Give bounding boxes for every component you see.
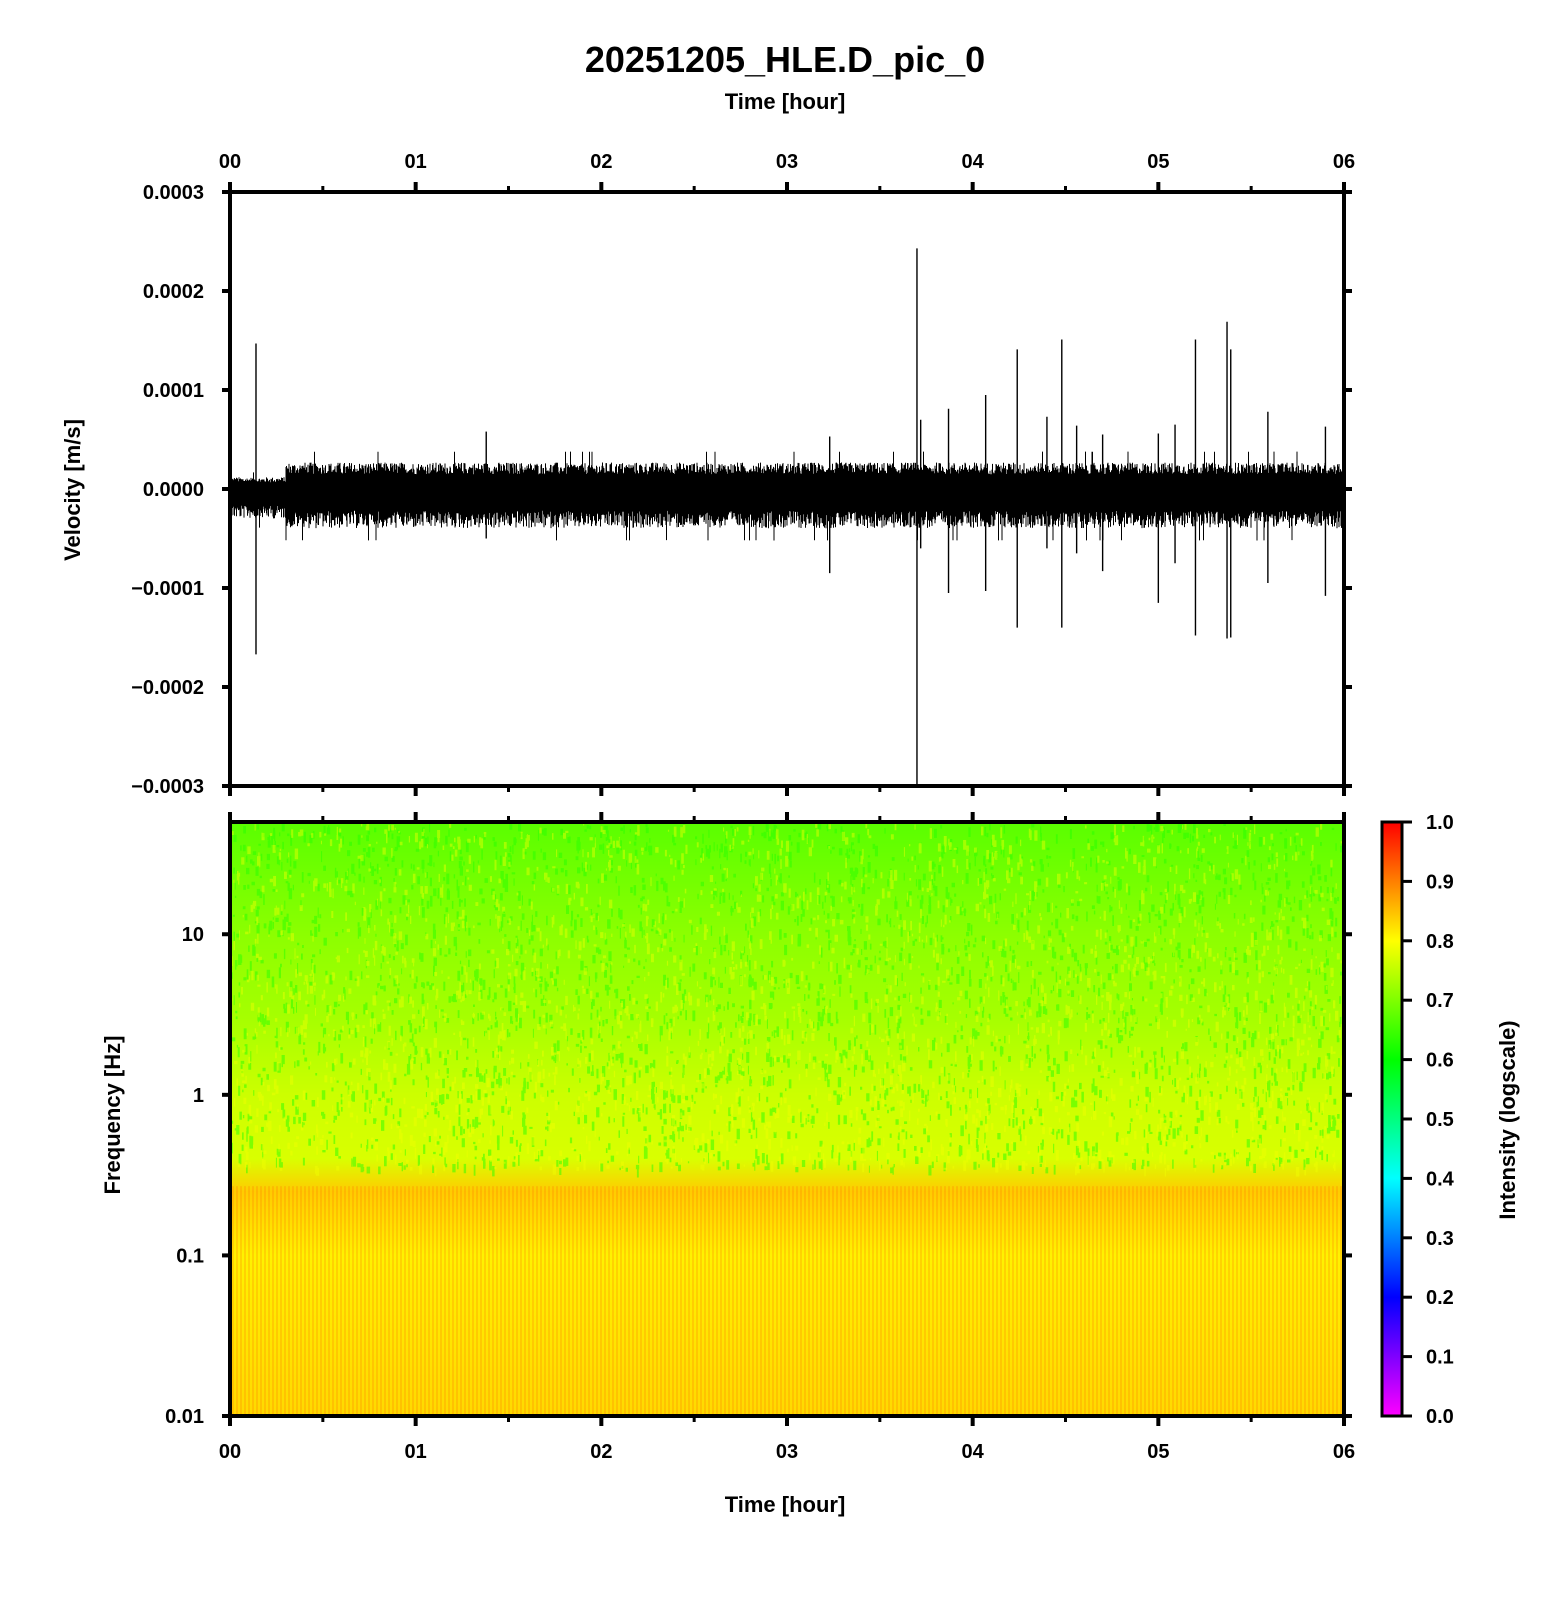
colorbar-tick-label: 0.8 — [1426, 931, 1454, 953]
spectrogram-speckle-green — [230, 822, 1344, 1178]
spectrogram-y-tick-label: 1 — [193, 1085, 204, 1107]
bottom-x-tick-label: 06 — [1333, 1441, 1355, 1463]
spectrogram-speckle-yellow — [230, 822, 1344, 1177]
colorbar-tick-label: 0.0 — [1426, 1406, 1454, 1428]
bottom-x-tick-label: 03 — [776, 1441, 798, 1463]
seismogram-y-tick-label: 0.0002 — [143, 281, 204, 303]
bottom-x-tick-label: 05 — [1147, 1441, 1169, 1463]
colorbar-tick-label: 0.7 — [1426, 990, 1454, 1012]
chart-title: 20251205_HLE.D_pic_0 — [585, 39, 985, 80]
seismogram-y-tick-label: 0.0003 — [143, 182, 204, 204]
colorbar-ticks: 1.0 0.9 0.8 0.7 0.6 0.5 0.4 0.3 0.2 0.1 0.0 — [1402, 812, 1455, 1428]
seismogram-y-tick-label: 0.0000 — [143, 479, 204, 501]
top-x-tick-label: 01 — [405, 151, 427, 173]
top-x-tick-label: 04 — [962, 151, 985, 173]
top-x-axis-title: Time [hour] — [725, 89, 846, 114]
top-x-tick-label: 06 — [1333, 151, 1355, 173]
spectrogram-y-axis-title: Frequency [Hz] — [100, 1036, 125, 1195]
seismogram-y-axis-title: Velocity [m/s] — [60, 419, 85, 561]
spectrogram-lowfreq-texture — [230, 1186, 1344, 1416]
colorbar-tick-label: 0.3 — [1426, 1228, 1454, 1250]
bottom-x-tick-label: 01 — [405, 1441, 427, 1463]
bottom-x-axis-title: Time [hour] — [725, 1492, 846, 1517]
colorbar-gradient — [1380, 820, 1404, 1418]
colorbar-tick-label: 0.2 — [1426, 1287, 1454, 1309]
top-x-tick-label: 03 — [776, 151, 798, 173]
seismogram-y-tick-label: −0.0003 — [131, 776, 204, 798]
spectrogram-panel: 00 01 02 03 04 05 06 10 1 0.1 0.01 — [165, 812, 1355, 1463]
seismogram-trace — [229, 248, 1344, 786]
seismogram-panel: 00 01 02 03 04 05 06 0.0003 0.0002 0.0001 0.0000 −0… — [131, 151, 1355, 798]
colorbar-tick-label: 1.0 — [1426, 812, 1454, 834]
colorbar-title: Intensity (logscale) — [1495, 1020, 1520, 1219]
bottom-x-tick-label: 02 — [590, 1441, 612, 1463]
spectrogram-frame — [228, 820, 1346, 1418]
top-x-tick-label: 05 — [1147, 151, 1169, 173]
colorbar-tick-label: 0.6 — [1426, 1050, 1454, 1072]
colorbar-tick-label: 0.5 — [1426, 1109, 1454, 1131]
seismogram-y-tick-label: −0.0002 — [131, 677, 204, 699]
colorbar-tick-label: 0.4 — [1426, 1168, 1455, 1190]
bottom-x-tick-label: 00 — [219, 1441, 241, 1463]
colorbar: 1.0 0.9 0.8 0.7 0.6 0.5 0.4 0.3 0.2 0.1 0.0 — [1380, 812, 1455, 1428]
bottom-x-tick-label: 04 — [962, 1441, 985, 1463]
spectrogram-y-tick-label: 10 — [182, 924, 204, 946]
seismogram-y-tick-label: −0.0001 — [131, 578, 204, 600]
spectrogram-y-tick-label: 0.1 — [176, 1245, 204, 1267]
seismogram-noise-band — [229, 451, 1344, 541]
top-x-tick-label: 02 — [590, 151, 612, 173]
spectrogram-image — [230, 822, 1344, 1416]
colorbar-tick-label: 0.9 — [1426, 871, 1454, 893]
spectrogram-y-tick-label: 0.01 — [165, 1406, 204, 1428]
top-x-tick-label: 00 — [219, 151, 241, 173]
seismogram-y-tick-label: 0.0001 — [143, 380, 204, 402]
seismogram-frame — [228, 190, 1346, 788]
colorbar-tick-label: 0.1 — [1426, 1347, 1454, 1369]
